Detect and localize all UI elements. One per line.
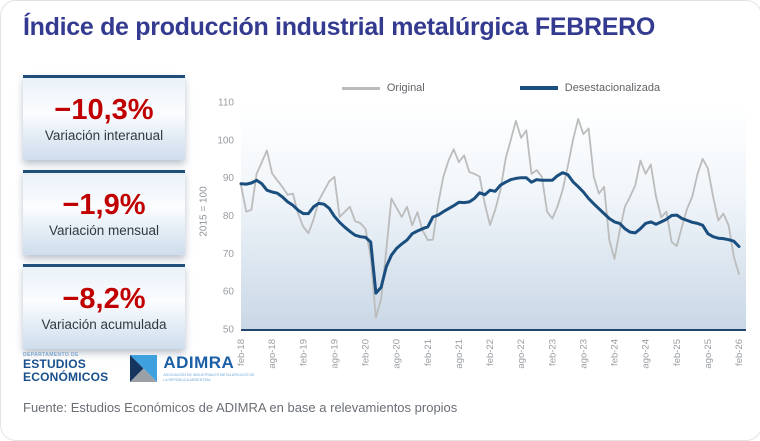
x-tick-label: feb-26 xyxy=(734,339,745,366)
x-tick-label: feb-24 xyxy=(610,339,621,366)
x-tick-label: feb-19 xyxy=(298,339,309,366)
x-tick-label: ago-24 xyxy=(641,339,652,369)
chart-legend: Original Desestacionalizada xyxy=(251,79,751,97)
desestacionalizada-series-line xyxy=(239,171,741,295)
x-tick-label: ago-20 xyxy=(392,339,403,369)
original-series-line xyxy=(240,118,740,319)
adimra-diamond-icon xyxy=(130,354,158,382)
x-tick-label: ago-18 xyxy=(267,339,278,369)
x-tick-label: ago-19 xyxy=(329,339,340,369)
x-tick-label: feb-18 xyxy=(236,339,247,366)
stat-label-monthly: Variación mensual xyxy=(48,223,160,239)
y-tick-label: 50 xyxy=(223,325,235,336)
x-tick-label: ago-25 xyxy=(703,339,714,369)
stat-label-interannual: Variación interanual xyxy=(44,128,164,144)
stat-value-interannual: −10,3% xyxy=(54,93,154,126)
y-tick-label: 60 xyxy=(223,287,235,298)
estudios-economicos-logo: DEPARTAMENTO DE ESTUDIOS ECONÓMICOS xyxy=(23,352,109,384)
x-tick-label: ago-22 xyxy=(516,339,527,369)
legend-label-desestacionalizada: Desestacionalizada xyxy=(564,82,661,94)
x-tick-label: feb-20 xyxy=(361,339,372,366)
legend-label-original: Original xyxy=(386,82,425,94)
y-tick-label: 70 xyxy=(223,249,235,260)
stat-label-accumulated: Variación acumulada xyxy=(41,317,167,333)
y-tick-label: 100 xyxy=(217,135,234,146)
adimra-wordmark: ADIMRA xyxy=(163,353,235,373)
x-tick-label: ago-23 xyxy=(578,339,589,369)
page-title: Índice de producción industrial metalúrg… xyxy=(23,13,656,41)
x-tick-label: feb-21 xyxy=(423,339,434,366)
legend-swatch-original xyxy=(341,86,380,90)
branding-block: DEPARTAMENTO DE ESTUDIOS ECONÓMICOS ADIM… xyxy=(23,352,258,384)
legend-swatch-desestacionalizada xyxy=(519,86,558,90)
x-tick-label: ago-21 xyxy=(454,339,465,369)
x-tick-label: feb-25 xyxy=(672,339,683,366)
stat-value-monthly: −1,9% xyxy=(62,188,146,221)
x-tick-label: feb-23 xyxy=(547,339,558,366)
legend-item-original: Original xyxy=(341,82,425,94)
production-index-chart: 50 60 70 80 90 100 110 feb-18 ago-18 feb-19 ago-19… xyxy=(217,98,746,369)
y-tick-label: 110 xyxy=(218,98,234,109)
y-tick-label: 80 xyxy=(223,211,235,222)
stat-box-monthly: −1,9% Variación mensual xyxy=(23,170,185,255)
x-tick-label: feb-22 xyxy=(485,339,496,366)
stat-value-accumulated: −8,2% xyxy=(62,282,146,315)
stat-box-interannual: −10,3% Variación interanual xyxy=(23,75,185,160)
source-note: Fuente: Estudios Económicos de ADIMRA en… xyxy=(23,400,458,415)
y-axis-title: 2015 = 100 xyxy=(198,186,210,237)
stat-box-accumulated: −8,2% Variación acumulada xyxy=(23,264,185,349)
adimra-tagline: ASOCIACIÓN DE INDUSTRIALES METALÚRGICOS … xyxy=(163,373,255,382)
adimra-logo: ADIMRA ASOCIACIÓN DE INDUSTRIALES METALÚ… xyxy=(130,354,258,382)
y-tick-label: 90 xyxy=(223,173,235,184)
legend-item-desestacionalizada: Desestacionalizada xyxy=(519,82,661,94)
